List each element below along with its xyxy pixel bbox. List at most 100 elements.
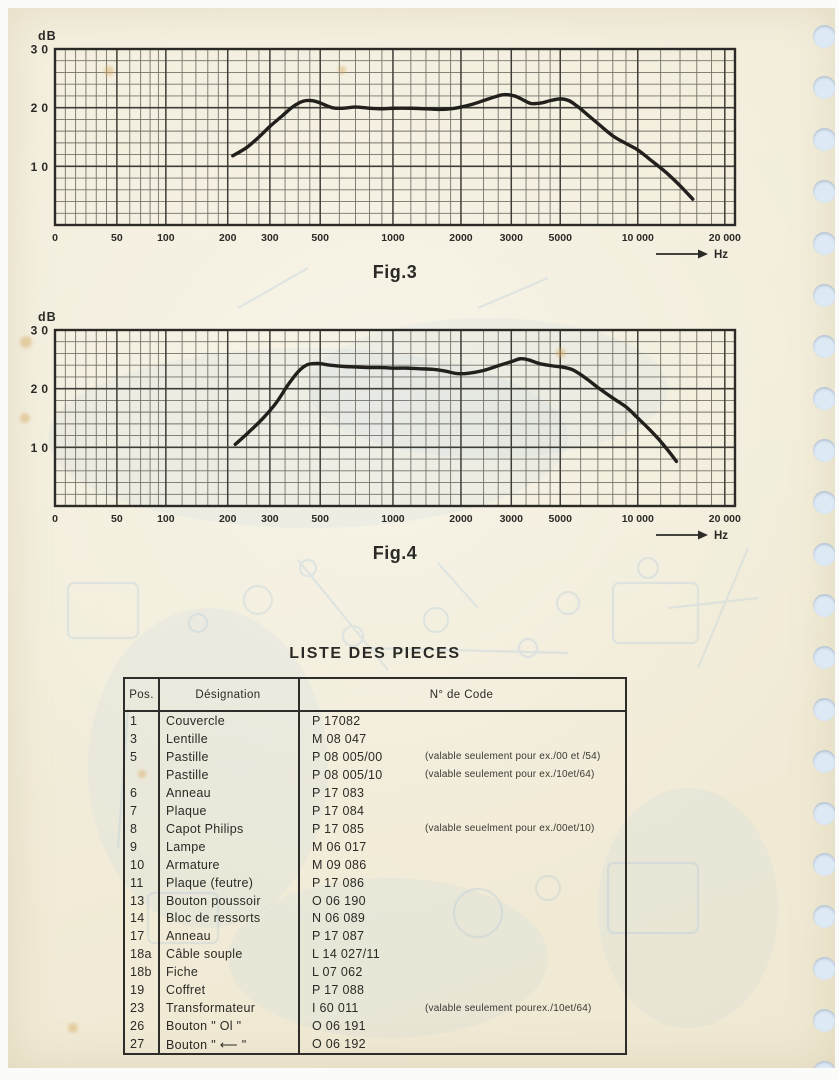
table-row: 27 Bouton " ⟵ " O 06 192 — [125, 1035, 625, 1053]
col-header-pos: Pos. — [129, 688, 154, 701]
punch-hole — [813, 905, 835, 929]
table-row: 3 Lentille M 08 047 — [125, 730, 625, 748]
code-cell: P 17082 — [312, 713, 361, 728]
x-tick-label: 20 000 — [709, 513, 741, 525]
punch-hole — [813, 335, 835, 359]
y-tick-label: 30 — [31, 43, 52, 57]
paper-sheet: 30 20 10 dB 0 50 100 200 300 500 1000 2000 3000 5000 1… — [8, 8, 835, 1068]
plot-border — [53, 328, 737, 508]
col-header-code: N° de Code — [429, 688, 494, 701]
des-cell: Bloc de ressorts — [166, 911, 261, 926]
des-cell: Coffret — [166, 983, 206, 998]
pos-cell: 11 — [130, 875, 144, 890]
x-tick-label: 300 — [261, 513, 279, 525]
x-axis-unit-label: Hz — [714, 530, 728, 542]
table-row: 1 Couvercle P 17082 — [125, 712, 625, 730]
pos-cell: 23 — [130, 1001, 145, 1016]
code-cell: P 17 085 — [312, 821, 365, 836]
pos-cell: 26 — [130, 1019, 145, 1034]
table-row: 13 Bouton poussoir O 06 190 — [125, 892, 625, 910]
grid — [55, 330, 735, 506]
punch-hole — [813, 76, 835, 100]
punch-hole — [813, 1008, 835, 1032]
stain — [68, 1023, 78, 1033]
x-tick-label: 100 — [157, 232, 175, 244]
pos-cell: 6 — [130, 785, 138, 800]
table-row: 19 Coffret P 17 088 — [125, 981, 625, 999]
punch-hole — [813, 231, 835, 255]
punch-hole — [813, 179, 835, 203]
col-header-designation: Désignation — [195, 688, 261, 701]
plot-border — [53, 47, 737, 227]
y-axis-unit-label: dB — [38, 310, 57, 324]
note-cell: (valable seuelment pour ex./00et/10) — [425, 823, 595, 835]
des-cell: Fiche — [166, 965, 199, 980]
code-cell: L 07 062 — [312, 965, 363, 980]
code-cell: P 08 005/00 — [312, 749, 383, 764]
des-cell: Bouton poussoir — [166, 893, 261, 908]
column-divider — [298, 679, 300, 1053]
des-cell: Anneau — [166, 929, 211, 944]
pos-cell: 10 — [130, 857, 145, 872]
note-cell: (valable seulement pour ex./10et/64) — [425, 769, 595, 781]
code-cell: O 06 190 — [312, 893, 366, 908]
table-row: 6 Anneau P 17 083 — [125, 784, 625, 802]
punch-hole — [813, 387, 835, 411]
header-divider — [125, 710, 625, 712]
y-axis-unit-label: dB — [38, 29, 57, 43]
pos-cell: 7 — [130, 803, 138, 818]
table-row: 23 Transformateur I 60 011 (valable seuleme… — [125, 999, 625, 1017]
table-body: 1 Couvercle P 17082 3 Lentille M 08 047 5 Pasti… — [125, 712, 625, 1053]
x-tick-label: 10 000 — [622, 513, 654, 525]
pos-cell: 14 — [130, 911, 145, 926]
code-cell: P 17 084 — [312, 803, 365, 818]
figure-caption: Fig.4 — [373, 543, 418, 563]
table-row: 8 Capot Philips P 17 085 (valable seuelment… — [125, 820, 625, 838]
response-curve — [231, 92, 695, 201]
pos-cell: 18b — [130, 965, 152, 980]
code-cell: P 17 086 — [312, 875, 365, 890]
pos-cell: 8 — [130, 821, 138, 836]
pos-cell: 9 — [130, 839, 138, 854]
pos-cell: 3 — [130, 731, 138, 746]
code-cell: P 17 087 — [312, 929, 365, 944]
des-cell: Capot Philips — [166, 821, 244, 836]
des-cell: Lentille — [166, 731, 209, 746]
des-cell: Câble souple — [166, 947, 243, 962]
punch-hole — [813, 594, 835, 618]
punch-hole — [813, 1060, 835, 1068]
code-cell: N 06 089 — [312, 911, 366, 926]
table-row: 17 Anneau P 17 087 — [125, 927, 625, 945]
x-tick-label: 200 — [219, 513, 237, 525]
x-tick-label: 2000 — [449, 232, 473, 244]
y-tick-label: 20 — [31, 101, 52, 115]
x-tick-label: 50 — [111, 232, 123, 244]
des-cell: Pastille — [166, 749, 209, 764]
x-tick-label: 3000 — [500, 232, 524, 244]
column-divider — [158, 679, 160, 1053]
table-row: 7 Plaque P 17 084 — [125, 802, 625, 820]
fig4-frequency-response-chart: 30 20 10 dB 0 50 100 200 300 500 1000 2000 3000 5000 1… — [31, 310, 741, 563]
des-cell: Bouton " Ol " — [166, 1019, 242, 1034]
des-cell: Armature — [166, 857, 220, 872]
punch-hole — [813, 283, 835, 307]
x-tick-label: 0 — [52, 232, 58, 244]
parts-table: Pos. Désignation N° de Code 1 Couvercle P … — [123, 677, 627, 1055]
code-cell: P 17 088 — [312, 983, 365, 998]
punch-hole — [813, 128, 835, 152]
des-cell: Lampe — [166, 839, 206, 854]
des-cell: Anneau — [166, 785, 211, 800]
note-cell: (valable seulement pour ex./00 et /54) — [425, 751, 601, 763]
punch-hole — [813, 801, 835, 825]
parts-list-title: LISTE DES PIECES — [289, 645, 461, 662]
pos-cell: 1 — [130, 713, 138, 728]
table-row: 5 Pastille P 08 005/00 (valable seulement p… — [125, 748, 625, 766]
punch-hole — [813, 956, 835, 980]
y-tick-label: 10 — [31, 160, 52, 174]
note-cell: (valable seulement pourex./10et/64) — [425, 1002, 592, 1014]
code-cell: P 08 005/10 — [312, 767, 383, 782]
x-tick-label: 1000 — [381, 513, 405, 525]
pos-cell: 18a — [130, 947, 152, 962]
des-cell: Couvercle — [166, 713, 225, 728]
fig3-frequency-response-chart: 30 20 10 dB 0 50 100 200 300 500 1000 2000 3000 5000 1… — [31, 29, 741, 282]
